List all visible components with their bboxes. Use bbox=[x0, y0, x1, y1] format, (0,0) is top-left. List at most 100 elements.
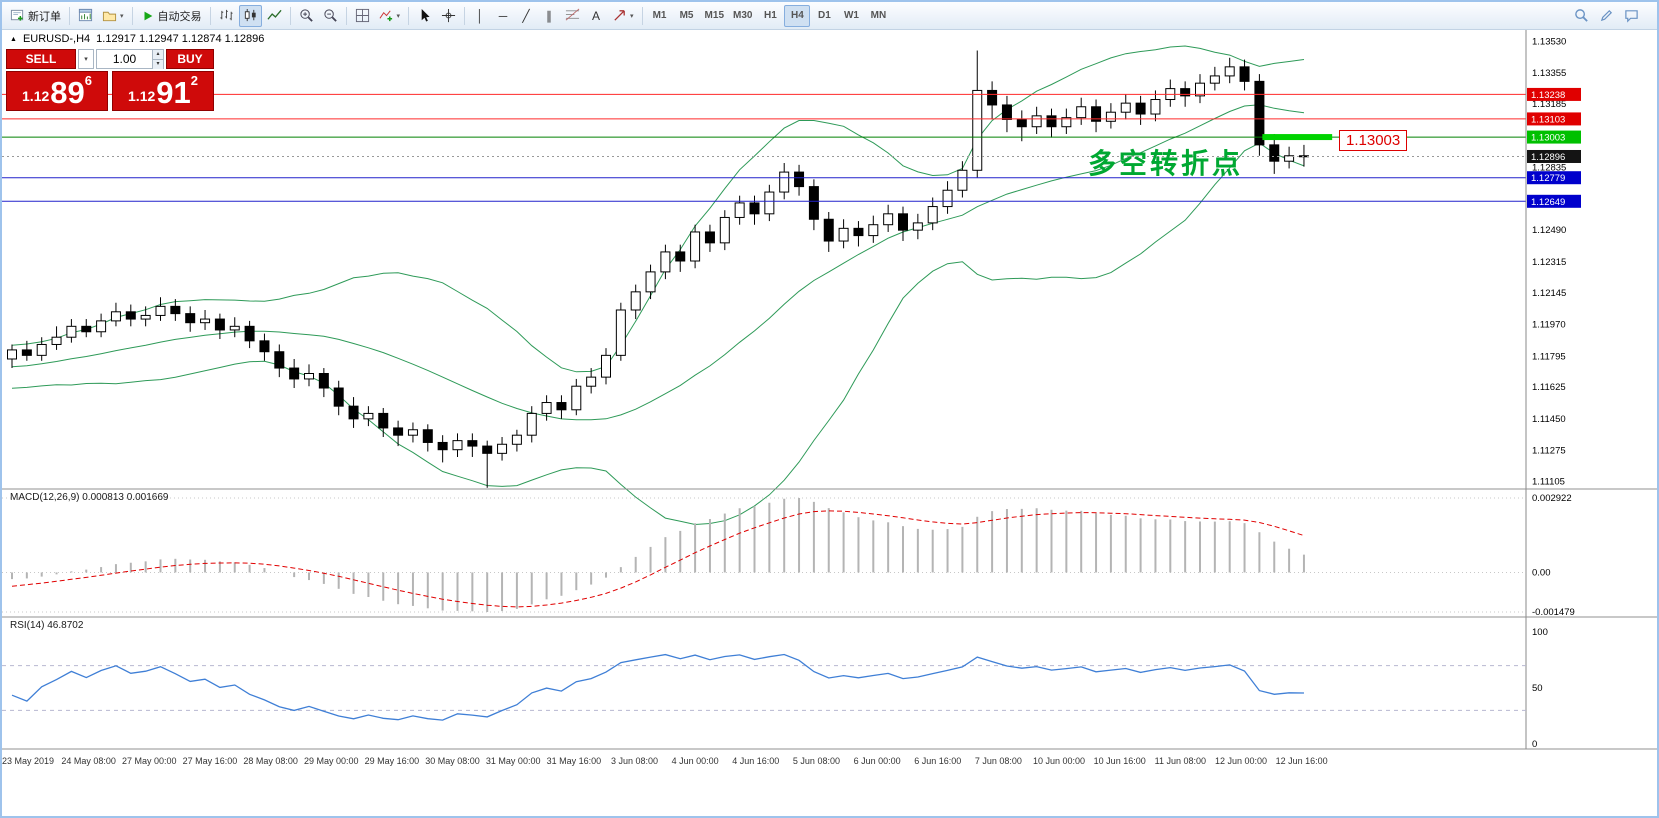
new-chart-icon bbox=[78, 8, 93, 22]
auto-trading-button[interactable]: 自动交易 bbox=[137, 5, 206, 27]
profiles-button[interactable]: ▾ bbox=[98, 5, 128, 27]
pencil-icon bbox=[1600, 9, 1613, 22]
zoom-out-icon bbox=[323, 9, 337, 22]
sell-price-button[interactable]: 1.12 89 6 bbox=[6, 71, 108, 111]
svg-text:1.12649: 1.12649 bbox=[1531, 197, 1565, 208]
svg-text:27 May 16:00: 27 May 16:00 bbox=[183, 756, 238, 766]
buy-price-button[interactable]: 1.12 91 2 bbox=[112, 71, 214, 111]
buy-price-pipette: 2 bbox=[190, 73, 198, 88]
cursor-tool-button[interactable] bbox=[413, 5, 436, 27]
new-chart-button[interactable] bbox=[74, 5, 97, 27]
new-order-button[interactable]: 新订单 bbox=[6, 5, 65, 27]
fibonacci-tool-button[interactable] bbox=[561, 5, 584, 27]
sell-button[interactable]: SELL bbox=[6, 49, 76, 69]
svg-text:1.11450: 1.11450 bbox=[1532, 414, 1566, 425]
timeframe-h4-button[interactable]: H4 bbox=[784, 4, 811, 27]
chart-area[interactable]: 1.135301.133551.131851.130101.128351.126… bbox=[2, 30, 1657, 816]
svg-text:1.13103: 1.13103 bbox=[1531, 114, 1565, 125]
buy-price-prefix: 1.12 bbox=[128, 88, 156, 105]
svg-text:0: 0 bbox=[1532, 739, 1537, 750]
volume-input[interactable] bbox=[97, 50, 152, 68]
timeframe-d1-button[interactable]: D1 bbox=[811, 5, 837, 27]
timeframe-m15-button[interactable]: M15 bbox=[701, 5, 728, 27]
chart-annotation-text: 多空转折点 bbox=[1088, 148, 1244, 179]
zoom-in-icon bbox=[299, 9, 313, 22]
volume-down-button[interactable]: ▾ bbox=[153, 60, 163, 69]
svg-text:31 May 00:00: 31 May 00:00 bbox=[486, 756, 541, 766]
chart-caption: ▲ EURUSD-,H4 1.12917 1.12947 1.12874 1.1… bbox=[10, 33, 264, 45]
vline-icon: │ bbox=[476, 8, 484, 23]
svg-text:1.12145: 1.12145 bbox=[1532, 288, 1566, 299]
svg-text:0.00: 0.00 bbox=[1532, 567, 1551, 578]
channel-icon: ∥ bbox=[546, 8, 553, 23]
svg-text:4 Jun 00:00: 4 Jun 00:00 bbox=[672, 756, 719, 766]
svg-text:10 Jun 00:00: 10 Jun 00:00 bbox=[1033, 756, 1085, 766]
macd-indicator-label: MACD(12,26,9) 0.000813 0.001669 bbox=[10, 492, 169, 503]
sell-price-pipette: 6 bbox=[84, 73, 92, 88]
svg-text:3 Jun 08:00: 3 Jun 08:00 bbox=[611, 756, 658, 766]
volume-field-wrap: ▴ ▾ bbox=[96, 49, 164, 69]
profiles-icon bbox=[102, 11, 117, 22]
indicators-button[interactable]: ▾ bbox=[375, 5, 405, 27]
toolbar: 新订单 ▾ 自动交易 bbox=[2, 2, 1657, 30]
svg-text:0.002922: 0.002922 bbox=[1532, 493, 1572, 504]
trendline-icon: ╱ bbox=[522, 8, 530, 23]
volume-spinner: ▴ ▾ bbox=[152, 50, 163, 69]
timeframe-h1-button[interactable]: H1 bbox=[757, 5, 783, 27]
svg-text:4 Jun 16:00: 4 Jun 16:00 bbox=[732, 756, 779, 766]
trade-panel-price-row: 1.12 89 6 1.12 91 2 bbox=[6, 71, 214, 111]
trendline-tool-button[interactable]: ╱ bbox=[515, 5, 537, 27]
crosshair-icon bbox=[441, 8, 456, 23]
arrow-tool-icon bbox=[614, 10, 625, 21]
timeframe-m5-button[interactable]: M5 bbox=[674, 5, 700, 27]
svg-text:1.12490: 1.12490 bbox=[1532, 225, 1566, 236]
indicators-caret-icon: ▾ bbox=[396, 12, 401, 20]
fibonacci-icon bbox=[565, 8, 580, 21]
chat-button[interactable] bbox=[1620, 5, 1643, 27]
toolbar-separator bbox=[345, 6, 347, 25]
candlestick-chart-button[interactable] bbox=[238, 4, 262, 27]
new-order-label: 新订单 bbox=[28, 10, 61, 23]
svg-text:1.12779: 1.12779 bbox=[1531, 173, 1565, 184]
svg-text:50: 50 bbox=[1532, 683, 1543, 694]
channel-tool-button[interactable]: ∥ bbox=[538, 5, 560, 27]
search-button[interactable] bbox=[1570, 5, 1593, 27]
hline-icon: ─ bbox=[498, 8, 508, 23]
arrow-tool-button[interactable]: ▾ bbox=[608, 5, 638, 27]
one-click-trading-panel: SELL ▾ ▴ ▾ BUY 1.12 89 6 1.12 91 2 bbox=[6, 49, 214, 111]
volume-dropdown-button[interactable]: ▾ bbox=[78, 49, 94, 69]
timeframe-mn-button[interactable]: MN bbox=[865, 5, 891, 27]
svg-text:7 Jun 08:00: 7 Jun 08:00 bbox=[975, 756, 1022, 766]
volume-up-button[interactable]: ▴ bbox=[153, 50, 163, 60]
edit-button[interactable] bbox=[1595, 5, 1618, 27]
buy-button[interactable]: BUY bbox=[166, 49, 214, 69]
vline-tool-button[interactable]: │ bbox=[469, 5, 491, 27]
text-tool-button[interactable]: A bbox=[585, 5, 607, 27]
crosshair-tool-button[interactable] bbox=[437, 5, 460, 27]
auto-trading-icon bbox=[144, 11, 152, 20]
svg-text:1.12835: 1.12835 bbox=[1532, 163, 1566, 174]
timeframe-w1-button[interactable]: W1 bbox=[838, 5, 864, 27]
zoom-out-button[interactable] bbox=[319, 5, 342, 27]
svg-text:1.11105: 1.11105 bbox=[1532, 476, 1565, 487]
bar-chart-button[interactable] bbox=[215, 5, 238, 27]
tile-windows-button[interactable] bbox=[351, 5, 374, 27]
svg-text:1.11625: 1.11625 bbox=[1532, 382, 1566, 393]
svg-text:1.13003: 1.13003 bbox=[1531, 133, 1565, 144]
line-chart-button[interactable] bbox=[263, 5, 286, 27]
hline-tool-button[interactable]: ─ bbox=[492, 5, 514, 27]
zoom-in-button[interactable] bbox=[295, 5, 318, 27]
timeframe-m1-button[interactable]: M1 bbox=[647, 5, 673, 27]
arrow-tool-caret-icon: ▾ bbox=[630, 12, 634, 20]
svg-text:31 May 16:00: 31 May 16:00 bbox=[547, 756, 602, 766]
timeframe-m30-button[interactable]: M30 bbox=[729, 5, 756, 27]
svg-text:1.11795: 1.11795 bbox=[1532, 351, 1566, 362]
svg-text:6 Jun 16:00: 6 Jun 16:00 bbox=[914, 756, 961, 766]
dropdown-caret-icon: ▾ bbox=[84, 56, 88, 63]
toolbar-separator bbox=[289, 6, 291, 25]
bar-chart-icon bbox=[219, 9, 233, 21]
search-icon bbox=[1575, 9, 1588, 22]
svg-text:29 May 16:00: 29 May 16:00 bbox=[365, 756, 420, 766]
svg-text:1.12315: 1.12315 bbox=[1532, 257, 1566, 268]
